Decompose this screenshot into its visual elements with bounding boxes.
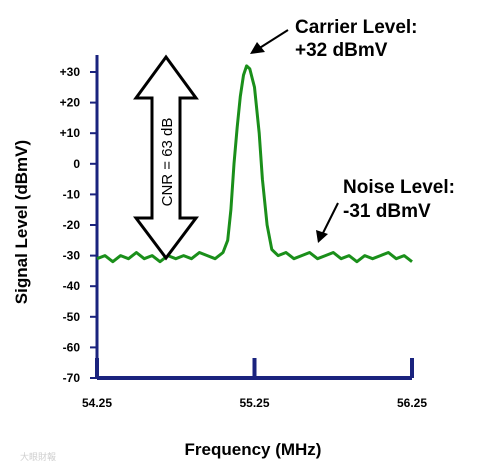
carrier-level-label: Carrier Level: [295, 17, 418, 38]
x-axis-title: Frequency (MHz) [185, 440, 322, 459]
y-ticks-group: +30 +20 +10 0 -10 -20 -30 -40 -50 -60 -70 [60, 65, 97, 385]
cnr-label: CNR = 63 dB [159, 118, 176, 207]
noise-pointer-line [321, 202, 339, 236]
x-tick-label: 54.25 [82, 396, 112, 410]
carrier-pointer-arrowhead [250, 42, 265, 54]
y-tick-label: -20 [63, 218, 81, 232]
y-tick-label: -60 [63, 340, 81, 354]
watermark: 大眼財報 [20, 451, 56, 463]
x-tick-label: 55.25 [239, 396, 269, 410]
y-tick-label: +10 [60, 126, 81, 140]
carrier-pointer-line [257, 29, 289, 50]
x-ticks-group: 54.25 55.25 56.25 [82, 358, 427, 410]
y-tick-label: -70 [63, 371, 81, 385]
noise-pointer-arrowhead [316, 230, 328, 243]
x-tick-label: 56.25 [397, 396, 427, 410]
y-tick-label: -10 [63, 187, 81, 201]
y-tick-label: +20 [60, 96, 81, 110]
y-tick-label: -30 [63, 249, 81, 263]
carrier-level-value: +32 dBmV [295, 40, 388, 61]
y-tick-label: +30 [60, 65, 81, 79]
y-tick-label: -50 [63, 310, 81, 324]
y-tick-label: 0 [73, 157, 80, 171]
cnr-double-arrow [133, 54, 199, 261]
y-tick-label: -40 [63, 279, 81, 293]
signal-series-line [96, 64, 413, 264]
noise-level-label: Noise Level: [343, 177, 455, 198]
noise-level-value: -31 dBmV [343, 201, 431, 222]
y-axis-title: Signal Level (dBmV) [12, 140, 31, 304]
